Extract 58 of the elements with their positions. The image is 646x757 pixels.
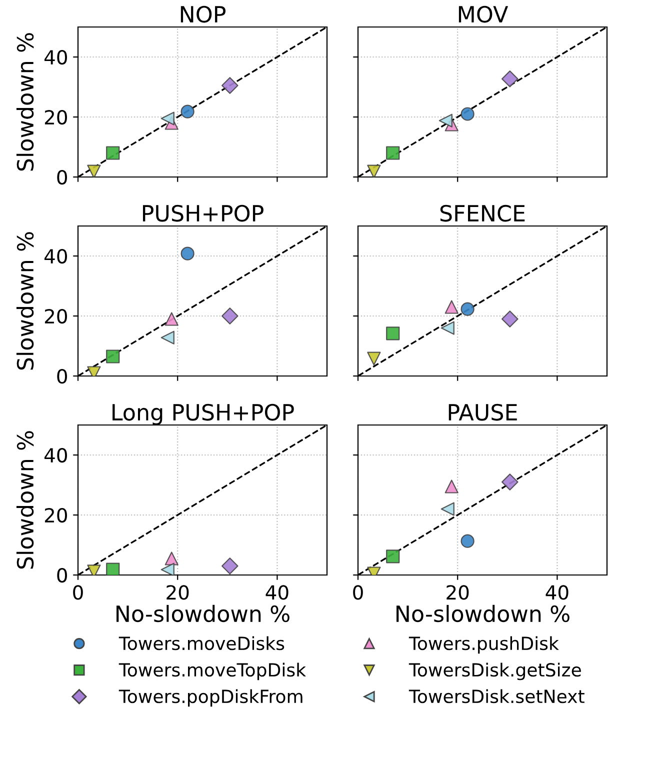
point <box>444 300 458 314</box>
chart-title: Long PUSH+POP <box>112 404 294 425</box>
point <box>160 330 174 344</box>
y-tick-label: 20 <box>44 508 67 523</box>
legend-label: TowersDisk.setNext <box>408 689 584 704</box>
legend-label: Towers.moveDisks <box>118 636 284 650</box>
point <box>180 104 194 118</box>
x-tick-label: 0 <box>353 585 363 600</box>
point <box>460 534 474 548</box>
point <box>367 164 381 177</box>
legend-label: Towers.pushDisk <box>408 636 559 654</box>
point <box>460 107 474 121</box>
legend-label: TowersDisk.getSize <box>408 662 581 680</box>
point <box>180 246 194 260</box>
point <box>440 321 454 335</box>
y-axis-title: Slowdown % <box>16 431 34 569</box>
point <box>501 70 518 88</box>
point <box>444 480 458 494</box>
point <box>164 312 178 326</box>
legend-label: Towers.moveTopDisk <box>118 662 306 680</box>
point <box>160 112 174 126</box>
x-tick-label: 40 <box>266 585 288 600</box>
chart-title: MOV <box>458 6 508 23</box>
y-axis-title: Slowdown % <box>16 232 34 370</box>
point <box>221 77 238 94</box>
y-tick-label: 0 <box>57 170 67 185</box>
x-tick-label: 20 <box>446 585 469 600</box>
x-axis-title: No-slowdown % <box>116 604 290 622</box>
chart-title: PUSH+POP <box>142 204 264 222</box>
chart-title: SFENCE <box>440 204 525 222</box>
point <box>221 308 238 324</box>
y-tick-label: 40 <box>44 50 67 65</box>
chart-title: PAUSE <box>448 404 517 421</box>
y-tick-label: 40 <box>44 448 67 463</box>
point <box>440 502 454 516</box>
point <box>367 352 381 366</box>
point <box>501 310 518 328</box>
x-tick-label: 0 <box>73 585 83 600</box>
y-axis-title: Slowdown % <box>16 33 34 171</box>
point <box>460 302 474 316</box>
y-tick-label: 40 <box>44 248 67 264</box>
point <box>386 146 400 160</box>
point <box>386 326 400 340</box>
y-tick-label: 20 <box>44 110 67 125</box>
y-tick-label: 20 <box>44 308 67 324</box>
legend-label: Towers.popDiskFrom <box>118 689 302 707</box>
x-tick-label: 20 <box>166 585 189 600</box>
point <box>106 350 120 364</box>
point <box>438 114 452 128</box>
y-tick-label: 0 <box>57 368 67 384</box>
chart-title: NOP <box>180 6 226 23</box>
point <box>386 550 400 564</box>
point <box>87 164 101 177</box>
point <box>106 146 120 160</box>
point <box>501 474 518 490</box>
x-axis-title: No-slowdown % <box>396 604 570 622</box>
x-tick-label: 40 <box>546 585 568 600</box>
y-tick-label: 0 <box>57 568 67 583</box>
